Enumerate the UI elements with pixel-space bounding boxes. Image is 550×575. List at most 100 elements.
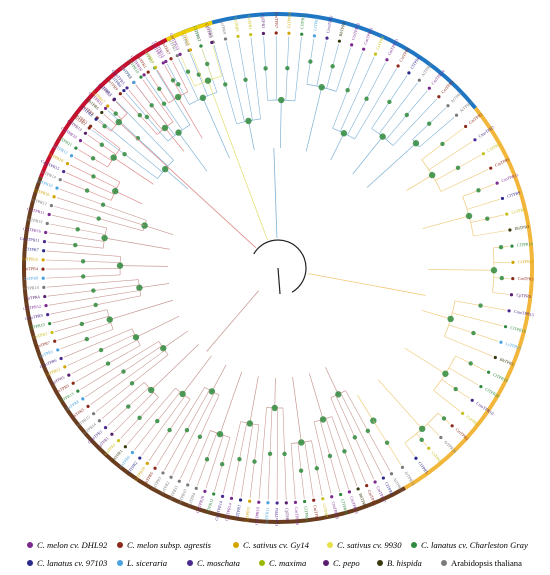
leaf-label: ClTPR12 bbox=[192, 25, 202, 42]
leaf-label: CsTPR15 bbox=[22, 256, 38, 262]
leaf-label: ClTPR10 bbox=[29, 322, 46, 331]
subclade-branch bbox=[164, 168, 188, 190]
leaf-dot bbox=[362, 47, 366, 51]
bootstrap-node bbox=[93, 302, 98, 308]
leaf-label: ClTPR12 bbox=[205, 498, 214, 515]
leaf-dot bbox=[236, 34, 240, 39]
leaf-dot bbox=[473, 138, 477, 142]
leaf-dot bbox=[220, 494, 225, 498]
leaf-dot bbox=[493, 355, 497, 360]
leaf-label: CmTPR11 bbox=[501, 172, 519, 183]
bootstrap-node bbox=[116, 262, 124, 269]
leaf-label: CmTPR12 bbox=[350, 22, 360, 41]
bootstrap-node bbox=[84, 188, 90, 193]
leaf-label: CmTPR4 bbox=[22, 266, 39, 271]
leaf-branch bbox=[225, 41, 245, 122]
leaf-dot bbox=[381, 476, 385, 480]
leaf-label: CmTPR3 bbox=[398, 47, 410, 63]
bootstrap-node bbox=[219, 462, 225, 467]
leaf-branch bbox=[336, 47, 351, 92]
leaf-label: CsTPR12 bbox=[44, 366, 61, 377]
subclade-branch bbox=[144, 225, 174, 235]
leaf-dot bbox=[43, 294, 47, 299]
leaf-dot bbox=[194, 486, 198, 490]
leaf-branch bbox=[99, 119, 163, 173]
leaf-branch bbox=[448, 367, 479, 386]
subclade-branch bbox=[182, 355, 212, 395]
clade-arc bbox=[165, 20, 213, 42]
leaf-label: AtTPR1 bbox=[449, 90, 463, 103]
leaf-dot bbox=[303, 499, 307, 504]
subclade-branch bbox=[139, 283, 170, 289]
leaf-label: CmTPR8 bbox=[367, 489, 378, 506]
leaf-dot bbox=[249, 32, 253, 37]
leaf-dot bbox=[63, 365, 67, 369]
bootstrap-node bbox=[441, 416, 447, 421]
leaf-dot bbox=[356, 487, 360, 491]
leaf-label: CmTPR14 bbox=[224, 502, 233, 521]
leaf-dot bbox=[454, 113, 459, 117]
leaf-branch bbox=[80, 341, 159, 390]
leaf-label: LsTPR11 bbox=[264, 508, 270, 524]
bootstrap-node bbox=[184, 427, 190, 433]
leaf-dot bbox=[510, 244, 514, 248]
legend-item: C. lanatus cv. Charleston Gray bbox=[411, 540, 528, 550]
leaf-label: CsTPR5 bbox=[465, 414, 479, 427]
bootstrap-node bbox=[271, 404, 278, 412]
leaf-branch bbox=[427, 423, 439, 436]
subclade-branch bbox=[115, 190, 143, 205]
leaf-label: ClTPR9 bbox=[506, 190, 521, 199]
leaf-dot bbox=[339, 492, 343, 497]
bootstrap-node bbox=[426, 121, 432, 126]
leaf-dot bbox=[489, 166, 493, 170]
legend-item: B. hispida bbox=[377, 558, 422, 568]
bootstrap-node bbox=[245, 117, 252, 125]
bootstrap-node bbox=[113, 111, 118, 116]
leaf-dot bbox=[347, 490, 352, 494]
bootstrap-node bbox=[263, 66, 268, 71]
subclade-branch bbox=[404, 347, 446, 375]
leaf-label: CsTPR14 bbox=[286, 11, 292, 28]
clade-stem bbox=[167, 166, 257, 249]
legend-dot bbox=[411, 542, 417, 548]
leaf-dot bbox=[266, 501, 270, 505]
leaf-label: AtTPR12 bbox=[31, 197, 48, 206]
leaf-dot bbox=[396, 64, 400, 68]
leaf-branch bbox=[444, 336, 493, 357]
clade: AtTPR14CmoTPR15CsTPR18LsTPR12ClTPR21CmTP… bbox=[39, 37, 257, 249]
bootstrap-node bbox=[80, 274, 86, 279]
leaf-label: CmoTPR9 bbox=[25, 313, 44, 321]
leaf-dot bbox=[139, 75, 143, 79]
bootstrap-node bbox=[147, 386, 155, 394]
leaf-branch bbox=[258, 407, 267, 500]
leaf-dot bbox=[446, 104, 450, 108]
legend-label: C. sativus cv. Gy14 bbox=[243, 540, 310, 550]
leaf-dot bbox=[511, 276, 515, 281]
leaf-label: AtTPR9 bbox=[219, 20, 227, 35]
leaf-dot bbox=[100, 110, 104, 115]
leaf-label: CmoTPR2 bbox=[325, 15, 334, 34]
leaf-dot bbox=[55, 186, 59, 190]
legend-label: B. hispida bbox=[387, 558, 422, 568]
legend-item: C. maxima bbox=[259, 558, 306, 568]
bootstrap-node bbox=[318, 84, 325, 91]
leaf-dot bbox=[499, 340, 503, 344]
bootstrap-node bbox=[327, 453, 333, 459]
clade-arc bbox=[403, 106, 534, 490]
phylogenetic-tree: CmTPR1CmTPR9CmTPR11ClTPR3ClTPR6CmTPR4CmT… bbox=[20, 11, 535, 526]
bootstrap-node bbox=[379, 133, 386, 140]
leaf-dot bbox=[389, 472, 394, 476]
leaf-label: CmTPR7 bbox=[160, 39, 172, 55]
leaf-branch bbox=[141, 395, 186, 456]
bootstrap-node bbox=[176, 82, 181, 87]
bootstrap-node bbox=[418, 425, 426, 433]
subclade-branch bbox=[377, 379, 423, 430]
bootstrap-node bbox=[330, 64, 335, 69]
bootstrap-node bbox=[468, 361, 473, 366]
leaf-branch bbox=[46, 250, 121, 257]
leaf-label: CsTPR18 bbox=[48, 151, 65, 163]
leaf-branch bbox=[222, 421, 242, 494]
leaf-branch bbox=[63, 328, 133, 358]
bootstrap-node bbox=[205, 61, 210, 67]
leaf-label: CsTPR10 bbox=[181, 29, 192, 46]
